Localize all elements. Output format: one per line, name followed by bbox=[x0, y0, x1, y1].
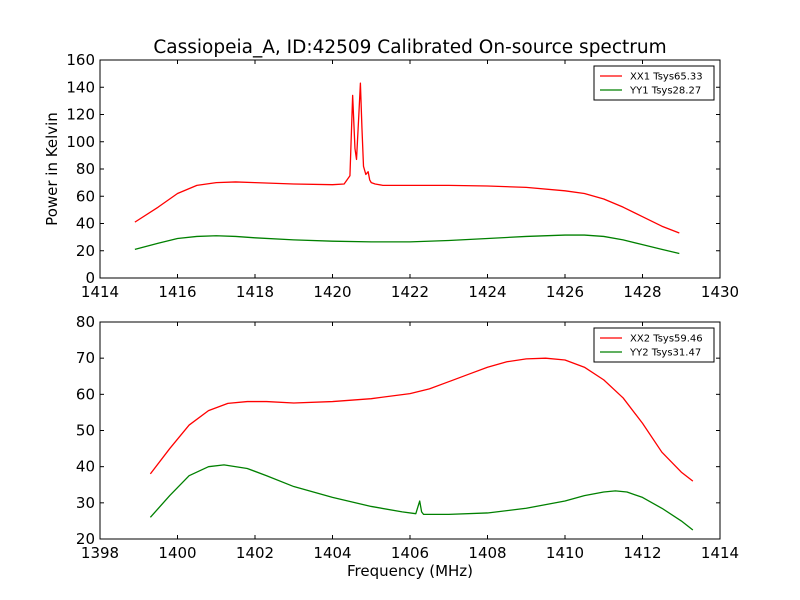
y-tick-label: 120 bbox=[66, 106, 95, 124]
legend-label: XX1 Tsys65.33 bbox=[630, 72, 703, 83]
y-tick-label: 70 bbox=[76, 349, 95, 367]
y-tick-label: 80 bbox=[76, 160, 95, 178]
chart-title: Cassiopeia_A, ID:42509 Calibrated On-sou… bbox=[153, 37, 666, 58]
y-tick-label: 50 bbox=[76, 422, 95, 440]
x-tick-label: 1430 bbox=[701, 283, 739, 301]
x-tick-label: 1422 bbox=[391, 283, 429, 301]
y-tick-label: 100 bbox=[66, 133, 95, 151]
x-tick-label: 1406 bbox=[391, 544, 429, 562]
y-tick-label: 0 bbox=[85, 269, 95, 287]
x-tick-label: 1428 bbox=[623, 283, 661, 301]
y-tick-label: 40 bbox=[76, 458, 95, 476]
series-line-yy2 bbox=[149, 464, 694, 531]
legend: XX1 Tsys65.33 YY1 Tsys28.27 bbox=[593, 65, 715, 101]
x-tick-label: 1402 bbox=[236, 544, 274, 562]
series-line-yy1 bbox=[134, 234, 680, 255]
top-subplot: 1414 1416 1418 1420 1422 1424 1426 1428 1430 0 20 4… bbox=[43, 51, 739, 301]
legend-label: XX2 Tsys59.46 bbox=[630, 334, 703, 345]
y-tick-label: 60 bbox=[76, 187, 95, 205]
series-line-xx2 bbox=[149, 357, 694, 482]
y-tick-label: 20 bbox=[76, 242, 95, 260]
legend-label: YY2 Tsys31.47 bbox=[629, 348, 701, 359]
x-tick-label: 1410 bbox=[546, 544, 584, 562]
y-tick-label: 60 bbox=[76, 385, 95, 403]
x-tick-label: 1404 bbox=[313, 544, 351, 562]
bottom-subplot: 1398 1400 1402 1404 1406 1408 1410 1412 1414 20 30… bbox=[76, 313, 739, 580]
x-tick-label: 1420 bbox=[313, 283, 351, 301]
y-axis-label: Power in Kelvin bbox=[43, 112, 61, 226]
x-tick-label: 1414 bbox=[701, 544, 739, 562]
y-tick-label: 30 bbox=[76, 494, 95, 512]
x-tick-label: 1412 bbox=[623, 544, 661, 562]
x-tick-label: 1414 bbox=[81, 283, 119, 301]
x-tick-label: 1424 bbox=[468, 283, 506, 301]
y-tick-label: 20 bbox=[76, 530, 95, 548]
y-tick-label: 140 bbox=[66, 78, 95, 96]
x-tick-label: 1398 bbox=[81, 544, 119, 562]
x-tick-label: 1418 bbox=[236, 283, 274, 301]
x-tick-label: 1408 bbox=[468, 544, 506, 562]
y-tick-label: 160 bbox=[66, 51, 95, 69]
x-tick-label: 1426 bbox=[546, 283, 584, 301]
legend-label: YY1 Tsys28.27 bbox=[629, 86, 701, 97]
x-tick-label: 1416 bbox=[158, 283, 196, 301]
y-tick-label: 80 bbox=[76, 313, 95, 331]
x-tick-label: 1400 bbox=[158, 544, 196, 562]
x-axis-label: Frequency (MHz) bbox=[347, 562, 473, 580]
series-line-xx1 bbox=[134, 82, 680, 234]
legend: XX2 Tsys59.46 YY2 Tsys31.47 bbox=[593, 327, 715, 363]
legend-box bbox=[593, 65, 715, 101]
legend-box bbox=[593, 327, 715, 363]
y-tick-label: 40 bbox=[76, 215, 95, 233]
